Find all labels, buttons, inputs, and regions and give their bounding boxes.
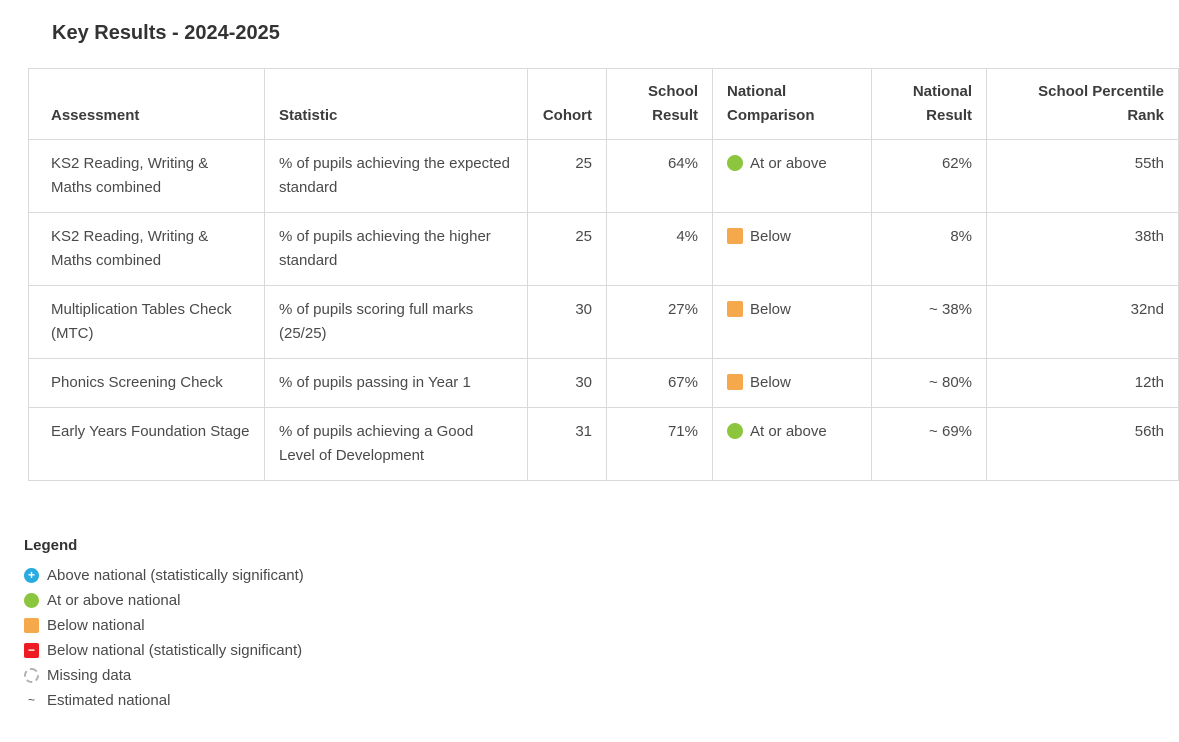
assessment-cell: KS2 Reading, Writing & Maths combined	[28, 212, 265, 286]
status-icon	[727, 301, 743, 317]
national-comparison-cell: At or above	[712, 139, 872, 213]
table-header-row: Assessment Statistic Cohort School Resul…	[28, 68, 1179, 140]
column-header-statistic: Statistic	[264, 68, 528, 140]
page-title: Key Results - 2024-2025	[52, 22, 280, 44]
legend-item: At or above national	[24, 588, 1179, 613]
assessment-cell: KS2 Reading, Writing & Maths combined	[28, 139, 265, 213]
national-comparison-cell: At or above	[712, 407, 872, 481]
status-label: Below	[750, 374, 791, 391]
percentile-rank-cell: 38th	[986, 212, 1179, 286]
national-comparison-cell: Below	[712, 212, 872, 286]
column-header-school-result: School Result	[606, 68, 713, 140]
statistic-cell: % of pupils achieving a Good Level of De…	[264, 407, 528, 481]
statistic-cell: % of pupils achieving the higher standar…	[264, 212, 528, 286]
cohort-cell: 30	[527, 285, 607, 359]
legend-item: − Below national (statistically signific…	[24, 638, 1179, 663]
at-or-above-national-icon	[24, 593, 39, 608]
national-result-cell: 8%	[871, 212, 987, 286]
statistic-cell: % of pupils scoring full marks (25/25)	[264, 285, 528, 359]
legend-item-label: Below national (statistically significan…	[47, 642, 303, 659]
table-row: Multiplication Tables Check (MTC) % of p…	[28, 285, 1179, 359]
key-results-table: Assessment Statistic Cohort School Resul…	[28, 68, 1179, 481]
cohort-cell: 25	[527, 139, 607, 213]
percentile-rank-cell: 32nd	[986, 285, 1179, 359]
table-row: KS2 Reading, Writing & Maths combined % …	[28, 139, 1179, 213]
legend-item-label: Missing data	[47, 667, 132, 684]
legend-item: + Above national (statistically signific…	[24, 563, 1179, 588]
school-result-cell: 64%	[606, 139, 713, 213]
status-label: Below	[750, 228, 791, 245]
cohort-cell: 31	[527, 407, 607, 481]
school-result-cell: 27%	[606, 285, 713, 359]
below-national-significant-icon: −	[24, 643, 39, 658]
status-label: At or above	[750, 155, 827, 172]
status-icon	[727, 155, 743, 171]
missing-data-icon	[24, 668, 39, 683]
table-row: Phonics Screening Check % of pupils pass…	[28, 358, 1179, 408]
column-header-national-result: National Result	[871, 68, 987, 140]
national-result-cell: ~ 69%	[871, 407, 987, 481]
below-national-icon	[24, 618, 39, 633]
legend: Legend + Above national (statistically s…	[24, 537, 1179, 713]
cohort-cell: 25	[527, 212, 607, 286]
statistic-cell: % of pupils passing in Year 1	[264, 358, 528, 408]
table-row: KS2 Reading, Writing & Maths combined % …	[28, 212, 1179, 286]
national-comparison-cell: Below	[712, 358, 872, 408]
above-national-significant-icon: +	[24, 568, 39, 583]
cohort-cell: 30	[527, 358, 607, 408]
legend-item-label: Above national (statistically significan…	[47, 567, 304, 584]
legend-item-label: Below national	[47, 617, 145, 634]
school-result-cell: 71%	[606, 407, 713, 481]
legend-item: ~ Estimated national	[24, 688, 1179, 713]
school-result-cell: 4%	[606, 212, 713, 286]
assessment-cell: Phonics Screening Check	[28, 358, 265, 408]
assessment-cell: Early Years Foundation Stage	[28, 407, 265, 481]
legend-item-label: At or above national	[47, 592, 181, 609]
column-header-cohort: Cohort	[527, 68, 607, 140]
assessment-cell: Multiplication Tables Check (MTC)	[28, 285, 265, 359]
national-result-cell: 62%	[871, 139, 987, 213]
school-result-cell: 67%	[606, 358, 713, 408]
status-icon	[727, 374, 743, 390]
status-label: At or above	[750, 423, 827, 440]
status-icon	[727, 423, 743, 439]
legend-item-label: Estimated national	[47, 692, 171, 709]
legend-title: Legend	[24, 537, 78, 554]
legend-item: Missing data	[24, 663, 1179, 688]
legend-item: Below national	[24, 613, 1179, 638]
statistic-cell: % of pupils achieving the expected stand…	[264, 139, 528, 213]
national-comparison-cell: Below	[712, 285, 872, 359]
national-result-cell: ~ 38%	[871, 285, 987, 359]
status-label: Below	[750, 301, 791, 318]
national-result-cell: ~ 80%	[871, 358, 987, 408]
column-header-assessment: Assessment	[28, 68, 265, 140]
column-header-school-percentile-rank: School Percentile Rank	[986, 68, 1179, 140]
estimated-national-tilde-icon: ~	[27, 693, 35, 707]
percentile-rank-cell: 12th	[986, 358, 1179, 408]
column-header-national-comparison: National Comparison	[712, 68, 872, 140]
table-row: Early Years Foundation Stage % of pupils…	[28, 407, 1179, 481]
percentile-rank-cell: 56th	[986, 407, 1179, 481]
status-icon	[727, 228, 743, 244]
percentile-rank-cell: 55th	[986, 139, 1179, 213]
